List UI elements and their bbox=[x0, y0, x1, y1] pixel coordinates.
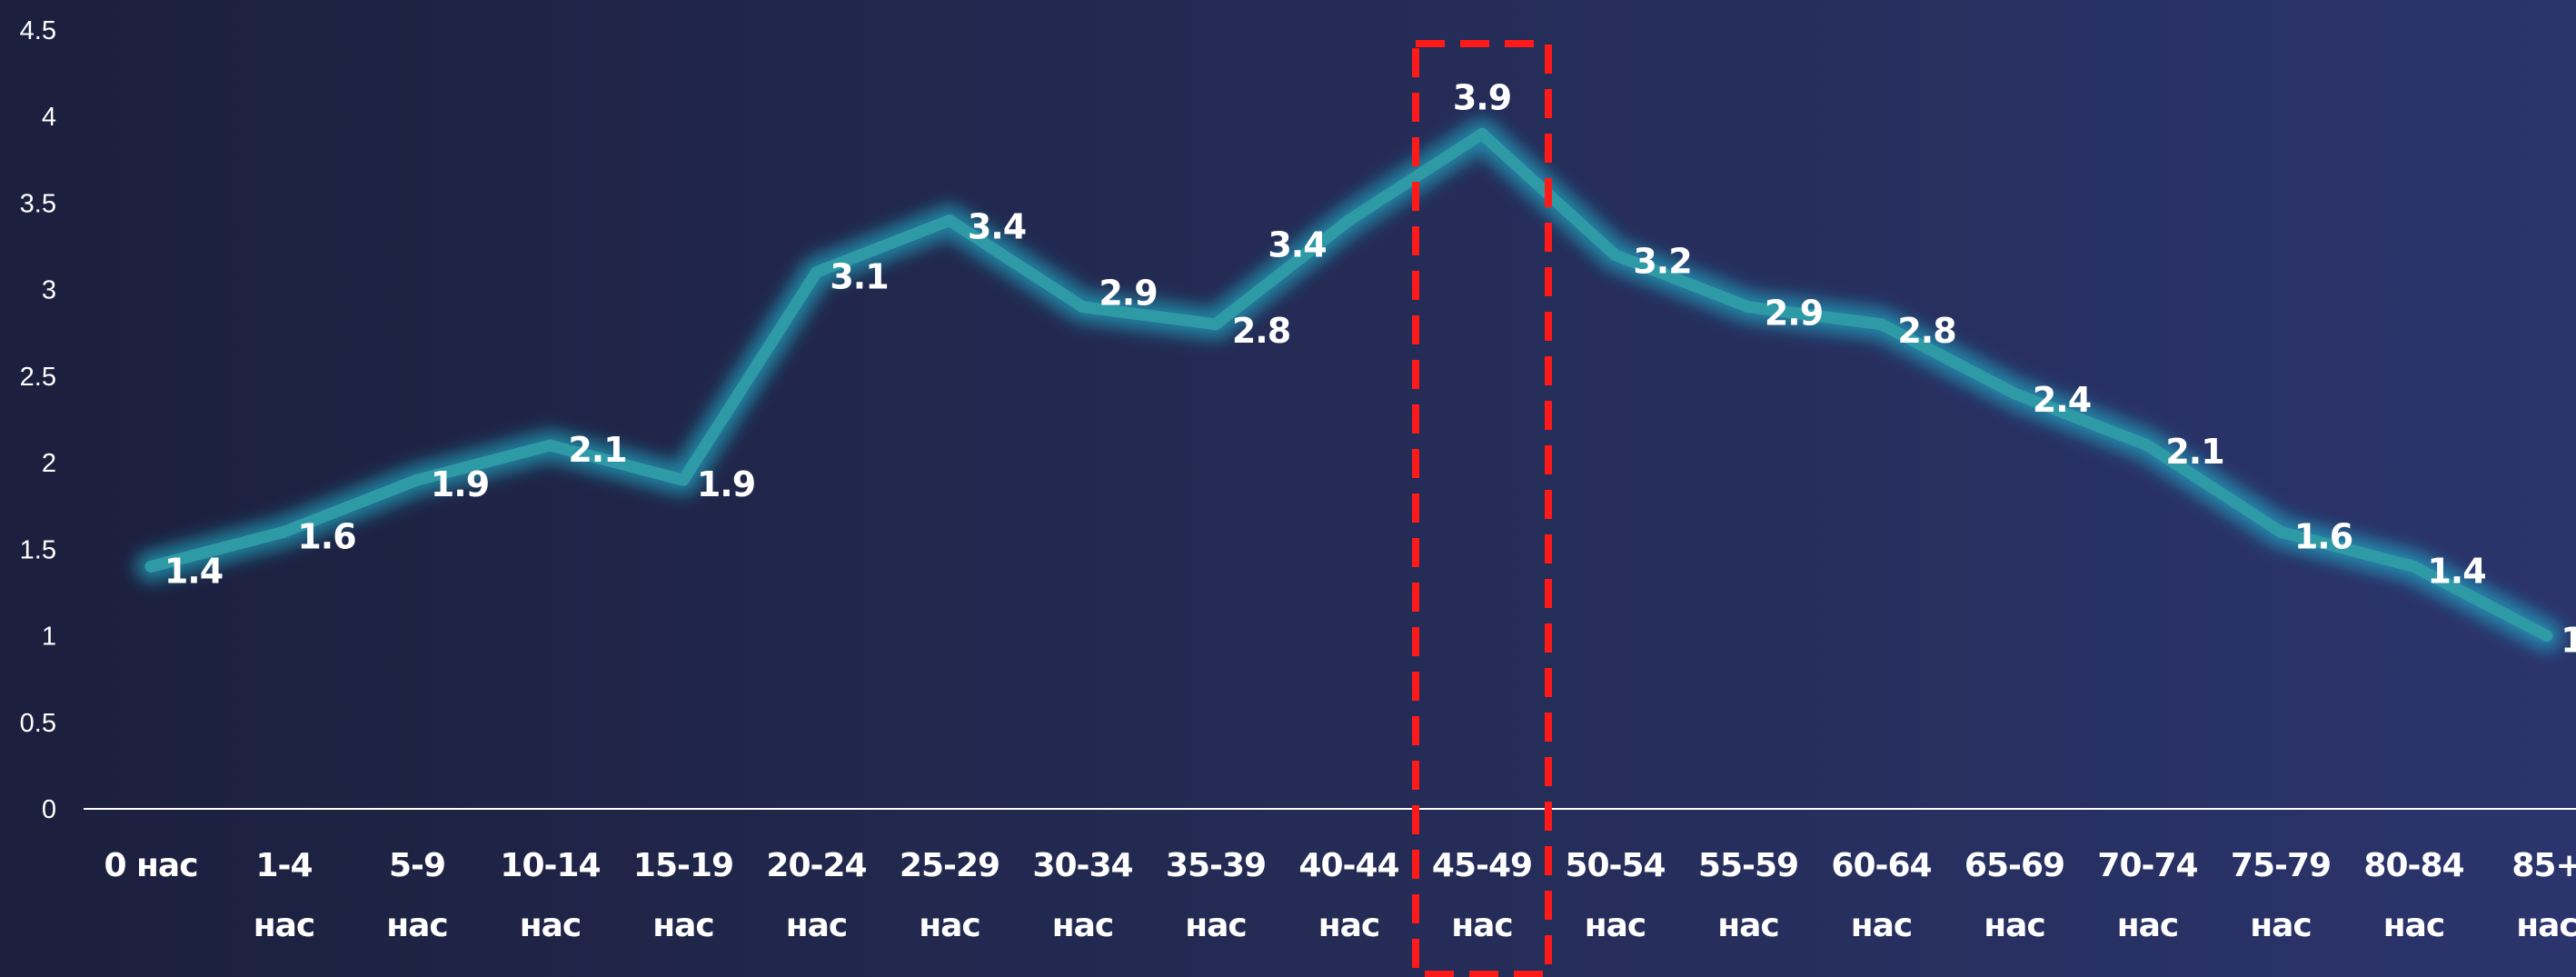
highlight-box bbox=[1412, 40, 1552, 977]
y-tick-label: 1 bbox=[42, 623, 56, 652]
data-point bbox=[943, 214, 956, 226]
data-label: 1 bbox=[2561, 621, 2576, 661]
data-label: 2.9 bbox=[1765, 294, 1823, 334]
x-tick-label: 40-44 нас bbox=[1298, 847, 1398, 944]
data-label: 2.1 bbox=[2165, 432, 2223, 472]
y-axis-ticks: 0 0.5 1 1.5 2 2.5 3 3.5 4 4.5 bbox=[20, 16, 56, 824]
x-tick-label: 75-79 нас bbox=[2231, 847, 2331, 944]
data-label: 1.4 bbox=[164, 551, 223, 591]
data-label: 3.4 bbox=[968, 206, 1026, 246]
y-tick-label: 2.5 bbox=[20, 363, 56, 392]
data-label: 3.2 bbox=[1633, 242, 1691, 282]
data-label: 2.8 bbox=[1897, 311, 1955, 351]
data-label: 1.4 bbox=[2427, 551, 2485, 591]
data-point bbox=[2541, 630, 2553, 643]
y-tick-label: 4 bbox=[42, 103, 56, 132]
data-point bbox=[544, 439, 556, 452]
data-point bbox=[278, 525, 290, 538]
x-tick-label: 5-9 нас bbox=[386, 847, 448, 944]
x-tick-label: 55-59 нас bbox=[1698, 847, 1798, 944]
x-axis-ticks: 0 нас 1-4 нас 5-9 нас 10-14 нас 15-19 нас 20-24 на… bbox=[104, 847, 2576, 944]
data-point bbox=[1209, 318, 1222, 331]
data-point bbox=[2408, 560, 2420, 573]
data-point bbox=[1609, 249, 1621, 262]
data-label: 1.9 bbox=[697, 464, 755, 504]
data-label: 2.9 bbox=[1099, 274, 1157, 314]
x-tick-label: 15-19 нас bbox=[633, 847, 733, 944]
x-tick-label: 30-34 нас bbox=[1032, 847, 1132, 944]
y-tick-label: 0.5 bbox=[20, 709, 56, 738]
x-tick-label: 10-14 нас bbox=[500, 847, 600, 944]
x-tick-label: 60-64 нас bbox=[1831, 847, 1931, 944]
data-label: 1.6 bbox=[2294, 516, 2352, 556]
x-tick-label: 50-54 нас bbox=[1565, 847, 1665, 944]
y-tick-label: 1.5 bbox=[20, 535, 56, 564]
x-tick-label: 35-39 нас bbox=[1166, 847, 1266, 944]
data-label: 3.1 bbox=[830, 257, 888, 297]
data-label: 1.9 bbox=[431, 464, 489, 504]
data-point bbox=[677, 474, 690, 486]
data-point bbox=[2142, 439, 2153, 452]
x-tick-label: 1-4 нас bbox=[254, 847, 315, 944]
data-label: 3.9 bbox=[1453, 77, 1511, 117]
x-tick-label: 25-29 нас bbox=[900, 847, 1000, 944]
y-tick-label: 0 bbox=[42, 795, 56, 824]
x-tick-label: 20-24 нас bbox=[766, 847, 866, 944]
x-tick-label: 45-49 нас bbox=[1432, 847, 1532, 944]
data-label: 3.4 bbox=[1268, 224, 1326, 264]
data-label: 2.1 bbox=[568, 430, 626, 470]
data-label: 2.8 bbox=[1232, 311, 1290, 351]
y-tick-label: 3.5 bbox=[20, 189, 56, 218]
data-point bbox=[811, 266, 822, 279]
y-tick-label: 4.5 bbox=[20, 16, 56, 45]
x-tick-label: 0 нас bbox=[104, 847, 197, 884]
data-labels: 1.4 1.6 1.9 2.1 1.9 3.1 3.4 2.9 2.8 3.4 3.9 3.2 2.9 2… bbox=[164, 77, 2576, 660]
data-point bbox=[411, 474, 423, 486]
data-point bbox=[144, 560, 157, 573]
x-tick-label: 70-74 нас bbox=[2097, 847, 2197, 944]
data-label: 2.4 bbox=[2033, 380, 2091, 420]
data-label: 1.6 bbox=[297, 516, 355, 556]
x-tick-label: 85+ нас bbox=[2511, 847, 2576, 944]
data-point bbox=[1875, 318, 1887, 331]
data-point bbox=[2008, 387, 2021, 400]
y-tick-label: 2 bbox=[42, 449, 56, 478]
data-point bbox=[2274, 525, 2287, 538]
data-point bbox=[1476, 127, 1488, 140]
data-point bbox=[1343, 214, 1355, 226]
x-tick-label: 80-84 нас bbox=[2363, 847, 2463, 944]
data-points bbox=[144, 127, 2553, 643]
series-line-glow bbox=[135, 118, 2562, 652]
x-tick-label: 65-69 нас bbox=[1964, 847, 2064, 944]
data-point bbox=[1077, 301, 1089, 314]
data-point bbox=[1742, 301, 1755, 314]
y-tick-label: 3 bbox=[42, 276, 56, 305]
